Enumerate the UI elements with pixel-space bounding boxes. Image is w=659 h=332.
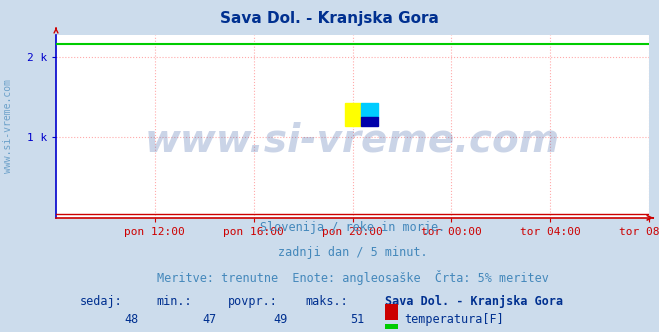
Bar [345, 103, 361, 126]
Text: 49: 49 [273, 313, 287, 326]
Text: zadnji dan / 5 minut.: zadnji dan / 5 minut. [277, 246, 428, 259]
Text: sedaj:: sedaj: [80, 295, 123, 308]
Text: www.si-vreme.com: www.si-vreme.com [3, 79, 13, 173]
Text: Meritve: trenutne  Enote: angleosaške  Črta: 5% meritev: Meritve: trenutne Enote: angleosaške Črt… [157, 270, 548, 285]
Bar [361, 117, 378, 126]
Bar [386, 304, 398, 320]
Text: www.si-vreme.com: www.si-vreme.com [145, 122, 560, 160]
Text: 47: 47 [202, 313, 216, 326]
Text: povpr.:: povpr.: [228, 295, 278, 308]
Text: Sava Dol. - Kranjska Gora: Sava Dol. - Kranjska Gora [220, 11, 439, 26]
Text: 48: 48 [125, 313, 139, 326]
Bar [386, 324, 398, 332]
Text: min.:: min.: [157, 295, 192, 308]
Text: Slovenija / reke in morje.: Slovenija / reke in morje. [260, 221, 445, 234]
Text: 51: 51 [350, 313, 364, 326]
Text: maks.:: maks.: [305, 295, 348, 308]
Bar [361, 103, 378, 117]
Text: temperatura[F]: temperatura[F] [404, 313, 504, 326]
Text: Sava Dol. - Kranjska Gora: Sava Dol. - Kranjska Gora [386, 295, 563, 308]
